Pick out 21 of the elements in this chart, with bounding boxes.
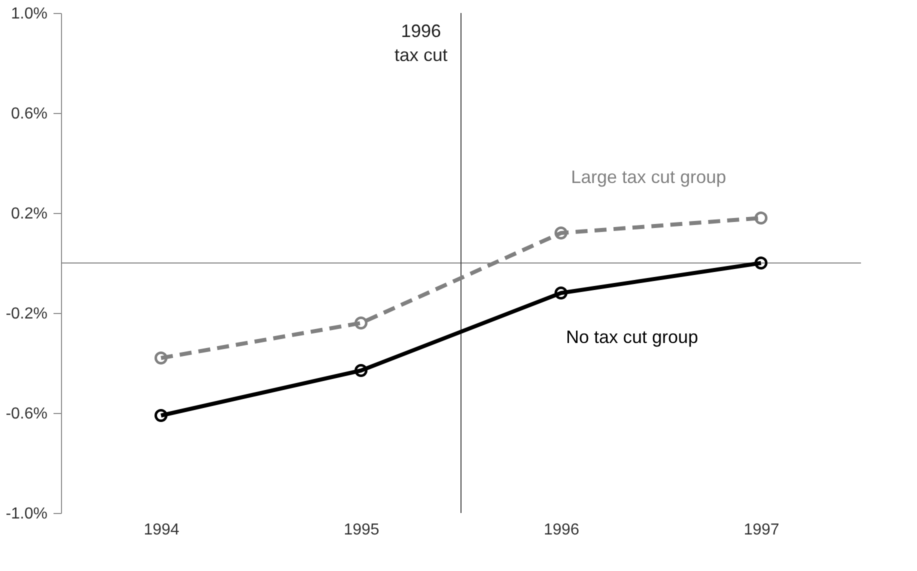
point — [354, 364, 368, 377]
point — [354, 316, 368, 330]
point — [754, 212, 768, 224]
series-label: No tax cut group — [566, 327, 698, 347]
point — [154, 409, 168, 422]
x-tick-label: 1996 — [544, 522, 580, 538]
ref-line-label: 1996 tax cut — [394, 21, 448, 65]
x-tick-label: 1997 — [744, 522, 780, 538]
point — [754, 256, 768, 270]
point — [154, 352, 168, 364]
y-tick-label: 0.6% — [11, 106, 48, 122]
y-tick-label: 1.0% — [11, 6, 48, 22]
point — [554, 226, 568, 240]
y-tick-label: 0.2% — [11, 206, 48, 222]
x-tick-label: 1994 — [144, 522, 180, 538]
point — [554, 286, 568, 300]
y-tick-label: -0.6% — [6, 406, 48, 422]
x-tick-label: 1995 — [344, 522, 380, 538]
y-tick-label: -0.2% — [6, 306, 48, 322]
series-label: Large tax cut group — [571, 167, 726, 187]
y-tick-label: -1.0% — [6, 506, 48, 522]
